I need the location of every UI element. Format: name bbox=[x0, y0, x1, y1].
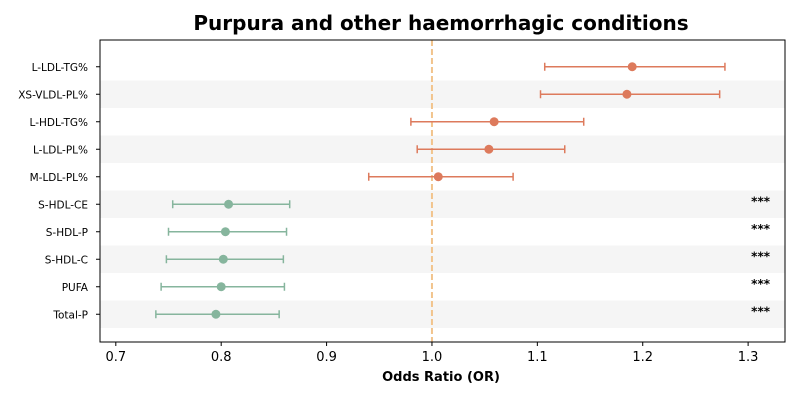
or-point bbox=[220, 227, 230, 237]
row-label: Total-P bbox=[52, 309, 88, 321]
or-point bbox=[622, 89, 632, 99]
significance-marker: *** bbox=[751, 249, 771, 263]
row-label: XS-VLDL-PL% bbox=[18, 89, 88, 101]
x-tick-label: 0.9 bbox=[316, 350, 337, 365]
significance-marker: *** bbox=[751, 277, 771, 291]
row-label: L-HDL-TG% bbox=[30, 117, 88, 129]
significance-marker: *** bbox=[751, 194, 771, 208]
or-point bbox=[433, 172, 443, 182]
or-point bbox=[218, 254, 228, 264]
row-label: S-HDL-C bbox=[45, 254, 88, 266]
row-label: L-LDL-TG% bbox=[32, 62, 88, 74]
x-tick-label: 1.1 bbox=[527, 350, 548, 365]
row-label: S-HDL-CE bbox=[38, 199, 88, 211]
or-point bbox=[484, 144, 494, 154]
or-point bbox=[216, 282, 226, 292]
or-point bbox=[489, 117, 499, 127]
data-rows: L-LDL-TG% XS-VLDL-PL% L-HDL-TG% L-LDL-PL% M-… bbox=[18, 62, 770, 322]
row-label: L-LDL-PL% bbox=[33, 144, 88, 156]
plot-frame bbox=[99, 39, 786, 343]
or-point bbox=[211, 309, 221, 319]
x-tick-label: 0.7 bbox=[105, 350, 126, 365]
x-axis-label: Odds Ratio (OR) bbox=[382, 370, 500, 385]
x-tick-label: 1.2 bbox=[632, 350, 653, 365]
row-label: M-LDL-PL% bbox=[30, 172, 88, 184]
row-label: S-HDL-P bbox=[46, 227, 88, 239]
or-point bbox=[224, 199, 234, 209]
x-tick-label: 1.0 bbox=[422, 350, 443, 365]
significance-marker: *** bbox=[751, 222, 771, 236]
x-axis-ticks: 0.7 0.8 0.9 1.0 1.1 1.2 1.3 bbox=[105, 342, 758, 365]
x-tick-label: 1.3 bbox=[738, 350, 759, 365]
row-label: PUFA bbox=[62, 282, 89, 294]
chart-title: Purpura and other haemorrhagic condition… bbox=[193, 11, 688, 35]
or-point bbox=[627, 62, 637, 72]
significance-marker: *** bbox=[751, 304, 771, 318]
x-tick-label: 0.8 bbox=[211, 350, 232, 365]
